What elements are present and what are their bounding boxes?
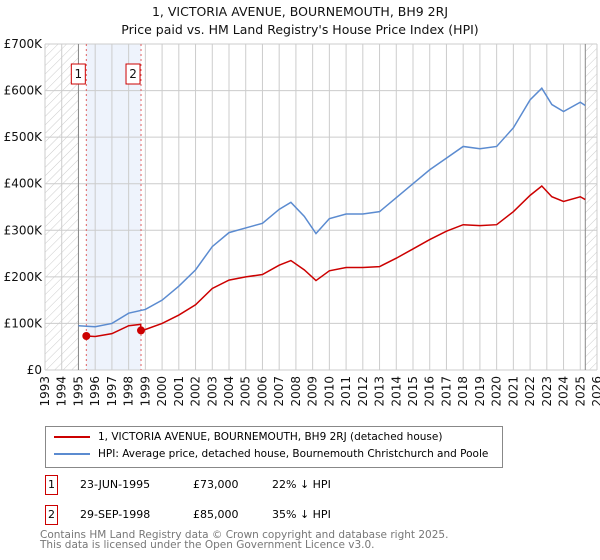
x-tick-label: 2024 (557, 376, 571, 407)
sale-date: 23-JUN-1995 (80, 478, 151, 491)
sale-badge: 2 (45, 505, 58, 525)
legend-blue-label: HPI: Average price, detached house, Bour… (98, 448, 489, 460)
footer: Contains HM Land Registry data © Crown c… (40, 529, 449, 551)
x-tick-label: 2014 (389, 376, 403, 407)
x-tick-label: 2008 (289, 376, 303, 407)
x-tick-label: 2000 (155, 376, 169, 407)
legend: 1, VICTORIA AVENUE, BOURNEMOUTH, BH9 2RJ… (45, 426, 503, 468)
x-tick-label: 1995 (71, 376, 85, 407)
x-tick-label: 1998 (122, 376, 136, 407)
x-tick-label: 2026 (590, 376, 600, 407)
x-tick-label: 2016 (423, 376, 437, 407)
sale-label-box (70, 63, 86, 85)
sale-period-shade (86, 44, 142, 370)
x-tick-label: 2006 (255, 376, 269, 407)
sale-label: 1 (74, 67, 82, 81)
x-tick-label: 2020 (490, 376, 504, 407)
y-tick-label: £600K (4, 84, 44, 98)
y-tick-label: £400K (4, 177, 44, 191)
y-tick-label: £700K (4, 37, 44, 51)
x-tick-label: 1999 (138, 376, 152, 407)
x-tick-label: 2025 (573, 376, 587, 407)
x-tick-label: 2017 (439, 376, 453, 407)
price-chart: 1993 1994 1995 1996 1997 1998 1999 2000 2001 2002… (4, 37, 600, 407)
sale-hpi-diff: 35% ↓ HPI (272, 508, 331, 521)
x-tick-label: 2019 (473, 376, 487, 407)
x-tick-label: 2009 (306, 376, 320, 407)
y-tick-label: £300K (4, 223, 44, 237)
sale-date: 29-SEP-1998 (80, 508, 151, 521)
x-tick-label: 2002 (189, 376, 203, 407)
footer-line1: Contains HM Land Registry data © Crown c… (40, 529, 449, 541)
series-line (86, 185, 586, 338)
x-tick-label: 2022 (523, 376, 537, 407)
y-tick-label: £200K (4, 270, 44, 284)
x-tick-label: 2023 (540, 376, 554, 407)
legend-red-label: 1, VICTORIA AVENUE, BOURNEMOUTH, BH9 2RJ… (98, 431, 443, 443)
y-tick-label: £100K (4, 316, 44, 330)
y-tick-label: £0 (27, 363, 42, 377)
x-tick-label: 2004 (222, 376, 236, 407)
x-tick-label: 2005 (239, 376, 253, 407)
x-tick-label: 1994 (55, 376, 69, 407)
series-line (78, 87, 586, 328)
sale-label-box (125, 63, 141, 85)
x-tick-label: 2007 (272, 376, 286, 407)
chart-title: 1, VICTORIA AVENUE, BOURNEMOUTH, BH9 2RJ (151, 4, 449, 19)
x-tick-label: 2013 (373, 376, 387, 407)
sale-price: £73,000 (193, 478, 239, 491)
sale-hpi-diff: 22% ↓ HPI (272, 478, 331, 491)
x-tick-label: 2012 (356, 376, 370, 407)
x-tick-label: 2011 (339, 376, 353, 407)
x-tick-label: 2010 (322, 376, 336, 407)
x-tick-label: 2015 (406, 376, 420, 407)
x-tick-label: 2001 (172, 376, 186, 407)
x-tick-label: 2018 (456, 376, 470, 407)
sale-label: 2 (129, 67, 137, 81)
chart-subtitle: Price paid vs. HM Land Registry's House … (121, 22, 479, 37)
sale-price: £85,000 (193, 508, 239, 521)
sale-point (82, 332, 91, 341)
legend-red-line (54, 436, 90, 438)
x-tick-label: 1996 (88, 376, 102, 407)
x-tick-label: 1993 (38, 376, 52, 407)
hatched-region-after (585, 44, 597, 370)
sale-badge: 1 (45, 475, 58, 495)
x-tick-label: 2003 (205, 376, 219, 407)
y-tick-label: £500K (4, 130, 44, 144)
footer-line2: This data is licensed under the Open Gov… (40, 539, 375, 551)
legend-blue-line (54, 453, 90, 455)
sale-point (137, 326, 146, 335)
x-tick-label: 2021 (506, 376, 520, 407)
x-tick-label: 1997 (105, 376, 119, 407)
